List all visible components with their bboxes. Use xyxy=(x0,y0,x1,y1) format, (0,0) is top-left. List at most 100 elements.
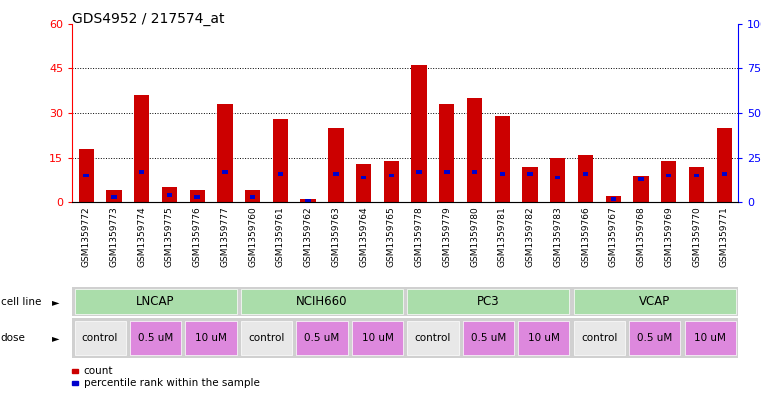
Text: GSM1359769: GSM1359769 xyxy=(664,207,673,267)
Bar xyxy=(84,174,89,177)
Bar xyxy=(195,195,200,199)
Text: GSM1359760: GSM1359760 xyxy=(248,207,257,267)
Text: GSM1359770: GSM1359770 xyxy=(692,207,701,267)
Bar xyxy=(250,195,255,199)
Bar xyxy=(78,149,94,202)
Bar xyxy=(666,174,671,177)
Bar xyxy=(272,119,288,202)
Text: control: control xyxy=(581,333,618,343)
Text: GSM1359771: GSM1359771 xyxy=(720,207,729,267)
Text: GSM1359775: GSM1359775 xyxy=(165,207,174,267)
Text: cell line: cell line xyxy=(1,297,41,307)
Bar xyxy=(139,170,145,174)
Text: GSM1359778: GSM1359778 xyxy=(415,207,424,267)
Bar xyxy=(550,158,565,202)
Text: control: control xyxy=(415,333,451,343)
Text: GSM1359768: GSM1359768 xyxy=(636,207,645,267)
Text: GSM1359764: GSM1359764 xyxy=(359,207,368,267)
Text: LNCAP: LNCAP xyxy=(136,295,175,308)
Bar xyxy=(583,172,588,176)
Bar xyxy=(638,177,644,181)
Text: GSM1359772: GSM1359772 xyxy=(81,207,91,267)
Text: 0.5 uM: 0.5 uM xyxy=(637,333,673,343)
Bar xyxy=(495,116,510,202)
Text: ►: ► xyxy=(52,297,59,307)
Bar xyxy=(186,321,237,355)
Text: GSM1359781: GSM1359781 xyxy=(498,207,507,267)
Bar xyxy=(245,191,260,202)
Bar xyxy=(328,128,343,202)
Bar xyxy=(606,196,621,202)
Bar xyxy=(412,65,427,202)
Text: control: control xyxy=(82,333,118,343)
Bar xyxy=(75,289,237,314)
Text: control: control xyxy=(248,333,285,343)
Bar xyxy=(578,155,594,202)
Bar xyxy=(407,321,458,355)
Text: GSM1359783: GSM1359783 xyxy=(553,207,562,267)
Bar xyxy=(721,172,727,176)
Bar xyxy=(241,289,403,314)
Bar xyxy=(439,104,454,202)
Bar xyxy=(356,163,371,202)
Bar xyxy=(694,174,699,177)
Text: GSM1359779: GSM1359779 xyxy=(442,207,451,267)
Text: 0.5 uM: 0.5 uM xyxy=(138,333,174,343)
Text: GDS4952 / 217574_at: GDS4952 / 217574_at xyxy=(72,12,224,26)
Bar xyxy=(134,95,149,202)
Bar xyxy=(189,191,205,202)
Text: GSM1359773: GSM1359773 xyxy=(110,207,119,267)
Text: 10 uM: 10 uM xyxy=(195,333,227,343)
Bar xyxy=(556,176,561,179)
Text: dose: dose xyxy=(1,333,26,343)
Bar xyxy=(361,176,366,179)
Text: GSM1359761: GSM1359761 xyxy=(276,207,285,267)
Bar xyxy=(222,170,228,174)
Text: GSM1359765: GSM1359765 xyxy=(387,207,396,267)
Bar xyxy=(472,170,477,174)
Bar xyxy=(467,98,482,202)
Text: 10 uM: 10 uM xyxy=(361,333,393,343)
Text: count: count xyxy=(84,366,113,376)
Text: 10 uM: 10 uM xyxy=(528,333,560,343)
Bar xyxy=(241,321,292,355)
Bar xyxy=(389,174,394,177)
Text: GSM1359782: GSM1359782 xyxy=(526,207,534,267)
Bar xyxy=(685,321,736,355)
Bar xyxy=(500,172,505,176)
Text: VCAP: VCAP xyxy=(639,295,670,308)
Bar xyxy=(384,161,399,202)
Bar xyxy=(574,289,736,314)
Bar xyxy=(527,172,533,176)
Bar xyxy=(633,176,648,202)
Text: percentile rank within the sample: percentile rank within the sample xyxy=(84,378,260,388)
Bar xyxy=(574,321,625,355)
Bar xyxy=(610,197,616,200)
Text: ►: ► xyxy=(52,333,59,343)
Text: PC3: PC3 xyxy=(477,295,500,308)
Text: 10 uM: 10 uM xyxy=(695,333,726,343)
Bar xyxy=(75,321,126,355)
Text: GSM1359766: GSM1359766 xyxy=(581,207,590,267)
Bar xyxy=(167,193,172,197)
Bar xyxy=(297,321,348,355)
Bar xyxy=(629,321,680,355)
Bar xyxy=(717,128,732,202)
Bar xyxy=(130,321,181,355)
Text: GSM1359774: GSM1359774 xyxy=(137,207,146,267)
Bar xyxy=(523,167,538,202)
Bar xyxy=(518,321,569,355)
Bar xyxy=(217,104,233,202)
Bar xyxy=(689,167,704,202)
Bar xyxy=(278,172,283,176)
Bar xyxy=(107,191,122,202)
Text: GSM1359776: GSM1359776 xyxy=(193,207,202,267)
Bar xyxy=(444,170,450,174)
Bar xyxy=(407,289,569,314)
Text: GSM1359780: GSM1359780 xyxy=(470,207,479,267)
Bar xyxy=(162,187,177,202)
Bar xyxy=(463,321,514,355)
Text: GSM1359777: GSM1359777 xyxy=(221,207,229,267)
Text: GSM1359762: GSM1359762 xyxy=(304,207,313,267)
Text: NCIH660: NCIH660 xyxy=(296,295,348,308)
